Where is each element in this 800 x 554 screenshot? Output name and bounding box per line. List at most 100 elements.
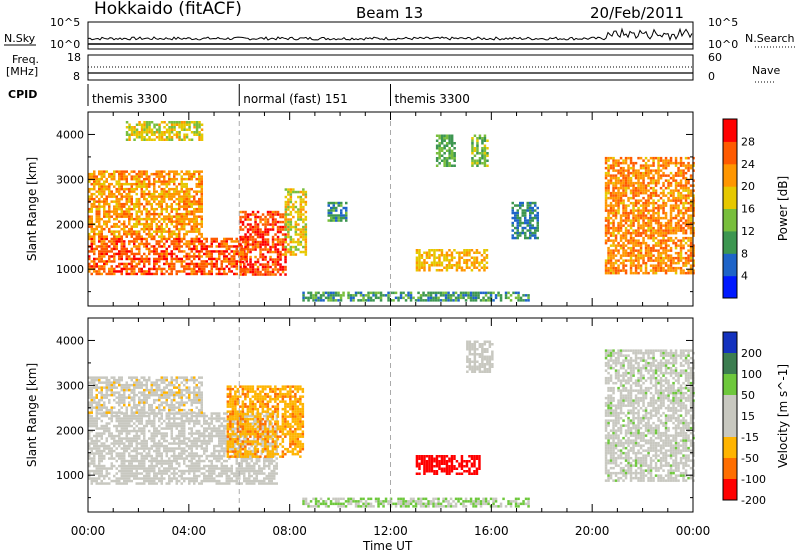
radar-echo-cell (649, 256, 653, 260)
radar-echo-cell (609, 256, 613, 260)
radar-echo-cell (264, 228, 267, 231)
radar-echo-cell (103, 454, 106, 458)
radar-echo-cell (170, 467, 173, 470)
radar-echo-cell (529, 236, 532, 240)
radar-echo-cell (175, 457, 178, 460)
radar-echo-cell (607, 246, 610, 250)
radar-echo-cell (173, 245, 176, 248)
radar-echo-cell (140, 482, 143, 485)
radar-echo-cell (434, 296, 438, 300)
radar-echo-cell (165, 257, 168, 261)
radar-echo-cell (438, 137, 441, 140)
radar-echo-cell (251, 225, 255, 229)
radar-echo-cell (672, 196, 675, 200)
radar-echo-cell (264, 218, 267, 221)
radar-echo-cell (170, 242, 173, 246)
radar-echo-cell (637, 186, 640, 190)
radar-echo-cell (93, 175, 96, 178)
radar-echo-cell (464, 291, 468, 295)
radar-echo-cell (347, 291, 350, 295)
radar-echo-cell (108, 452, 111, 455)
radar-echo-cell (322, 294, 325, 297)
radar-echo-cell (93, 247, 96, 251)
radar-echo-cell (246, 215, 250, 219)
radar-echo-cell (113, 225, 116, 228)
radar-echo-cell (125, 419, 128, 423)
radar-echo-cell (627, 239, 630, 242)
radar-echo-cell (118, 439, 121, 443)
radar-echo-cell (649, 264, 653, 267)
radar-echo-cell (168, 172, 171, 176)
radar-echo-cell (450, 251, 454, 254)
radar-echo-cell (178, 247, 181, 251)
radar-echo-cell (664, 186, 668, 190)
radar-echo-cell (430, 254, 434, 257)
radar-echo-cell (88, 472, 91, 475)
radar-echo-cell (246, 230, 250, 234)
radar-echo-cell (659, 159, 663, 162)
radar-echo-cell (155, 447, 158, 450)
radar-echo-cell (135, 477, 138, 480)
radar-echo-cell (138, 472, 141, 475)
radar-echo-cell (185, 272, 188, 276)
radar-echo-cell (123, 437, 126, 440)
radar-echo-cell (284, 250, 287, 254)
radar-echo-cell (195, 227, 198, 231)
radar-echo-cell (145, 452, 148, 455)
radar-echo-cell (93, 464, 96, 468)
radar-echo-cell (225, 260, 228, 263)
radar-echo-cell (93, 250, 96, 253)
radar-echo-cell (168, 449, 171, 453)
radar-echo-cell (128, 192, 131, 196)
radar-echo-cell (292, 240, 295, 244)
radar-echo-cell (251, 230, 255, 234)
radar-echo-cell (469, 291, 473, 295)
radar-echo-cell (138, 422, 141, 425)
radar-echo-cell (195, 210, 198, 213)
radar-echo-cell (135, 262, 138, 266)
radar-echo-cell (185, 177, 188, 181)
radar-echo-cell (198, 262, 201, 266)
radar-echo-cell (160, 482, 163, 485)
radar-echo-cell (113, 245, 116, 248)
radar-echo-cell (168, 205, 171, 208)
radar-echo-cell (215, 237, 218, 241)
radar-echo-cell (435, 134, 439, 137)
radar-echo-cell (218, 267, 221, 271)
radar-echo-cell (682, 269, 685, 272)
radar-echo-cell (624, 189, 628, 192)
radar-echo-cell (133, 205, 136, 208)
radar-echo-cell (642, 186, 645, 190)
radar-echo-cell (669, 261, 673, 265)
radar-echo-cell (314, 296, 318, 300)
radar-echo-cell (664, 174, 668, 177)
radar-echo-cell (135, 444, 138, 448)
radar-echo-cell (632, 241, 635, 245)
radar-echo-cell (423, 266, 426, 269)
radar-echo-cell (168, 182, 171, 186)
radar-echo-cell (477, 296, 480, 300)
radar-echo-cell (444, 294, 448, 297)
radar-echo-cell (133, 422, 136, 425)
radar-echo-cell (649, 201, 653, 205)
radar-echo-cell (178, 212, 181, 216)
radar-echo-cell (178, 479, 181, 483)
radar-echo-cell (198, 270, 201, 273)
radar-echo-cell (233, 265, 236, 268)
radar-echo-cell (256, 228, 260, 231)
radar-echo-cell (150, 133, 154, 136)
radar-echo-cell (108, 205, 111, 208)
radar-echo-cell (657, 249, 660, 252)
radar-echo-cell (95, 442, 98, 445)
radar-echo-cell (145, 185, 148, 188)
nsky-trace (87, 27, 693, 43)
radar-echo-cell (437, 299, 440, 302)
radar-echo-cell (193, 227, 196, 231)
radar-echo-cell (183, 472, 186, 475)
radar-echo-cell (148, 190, 151, 193)
radar-echo-cell (125, 138, 129, 141)
radar-echo-cell (256, 240, 260, 244)
radar-echo-cell (644, 184, 648, 187)
radar-echo-cell (98, 454, 101, 458)
